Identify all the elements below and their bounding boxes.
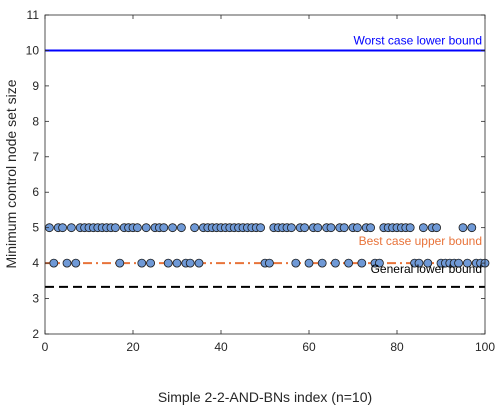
data-point (58, 223, 67, 233)
data-point (49, 258, 59, 268)
data-point (190, 223, 200, 233)
data-point (432, 223, 442, 233)
y-tick-label: 4 (32, 256, 39, 270)
y-tick-label: 10 (26, 43, 40, 57)
data-point (67, 223, 76, 233)
data-point (141, 223, 151, 233)
y-tick-label: 5 (32, 221, 39, 235)
reference-line-label-1: Best case upper bound (359, 234, 482, 248)
data-point (62, 258, 72, 268)
data-point (374, 258, 384, 268)
y-tick-label: 6 (32, 185, 39, 199)
data-point (330, 258, 340, 268)
data-point (300, 223, 310, 233)
data-point (405, 223, 415, 233)
x-tick-label: 80 (390, 340, 404, 354)
data-point (304, 258, 314, 268)
data-point (137, 258, 147, 268)
y-tick-label: 7 (32, 150, 39, 164)
x-tick-label: 100 (475, 340, 495, 354)
data-point (286, 223, 296, 233)
data-point (458, 223, 468, 233)
data-point (185, 258, 195, 268)
data-point (264, 258, 274, 268)
data-point (176, 223, 186, 233)
y-tick-label: 9 (32, 79, 39, 93)
reference-line-label-0: Worst case lower bound (353, 33, 482, 47)
data-point (159, 223, 169, 233)
data-point (163, 258, 173, 268)
data-point (194, 258, 204, 268)
data-point (462, 258, 472, 268)
data-point (454, 258, 464, 268)
data-point (172, 258, 182, 268)
x-tick-label: 20 (126, 340, 140, 354)
reference-line-label-2: General lower bound (371, 262, 482, 276)
data-point (352, 223, 362, 233)
y-tick-label: 3 (32, 292, 39, 306)
data-point (344, 258, 354, 268)
axes-box (44, 14, 486, 335)
data-point (357, 258, 367, 268)
data-point (366, 223, 376, 233)
data-point (414, 258, 424, 268)
x-axis-label: Simple 2-2-AND-BNs index (n=10) (158, 389, 372, 405)
data-point (111, 223, 120, 233)
x-tick-label: 0 (42, 340, 49, 354)
data-point (326, 223, 336, 233)
y-axis-label: Minimum control node set size (3, 79, 19, 268)
data-point (115, 258, 125, 268)
y-tick-label: 2 (32, 327, 39, 341)
x-tick-label: 60 (302, 340, 316, 354)
y-tick-label: 11 (27, 8, 40, 22)
data-point (168, 223, 178, 233)
data-point (291, 258, 301, 268)
data-point (146, 258, 156, 268)
data-point (423, 258, 433, 268)
y-tick-label: 8 (32, 114, 39, 128)
plot-area (45, 15, 485, 334)
data-point (71, 258, 81, 268)
data-point (339, 223, 349, 233)
data-point (317, 258, 327, 268)
x-tick-label: 40 (214, 340, 228, 354)
data-point (256, 223, 266, 233)
data-point (467, 223, 477, 233)
data-point (132, 223, 142, 233)
data-point (418, 223, 428, 233)
data-point (313, 223, 323, 233)
